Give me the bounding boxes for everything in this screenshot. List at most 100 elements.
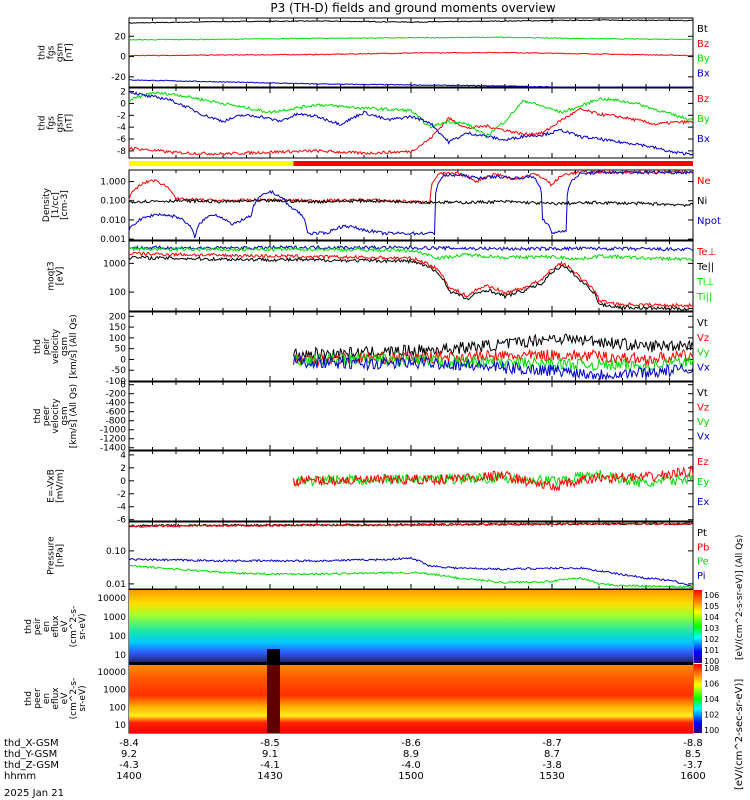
y-axis-label: gsm xyxy=(60,406,70,425)
y-tick-label: -1200 xyxy=(100,435,126,445)
legend-entry: Vx xyxy=(697,362,710,373)
panel-frame xyxy=(128,450,694,522)
legend-entry: Bz xyxy=(697,39,709,50)
mode-bar xyxy=(129,161,693,166)
panel-frame xyxy=(128,169,694,241)
y-tick-label: 100 xyxy=(109,703,126,713)
panel-fgs_bt: thd fgs gsm [nT] 20 0 -20 Bt Bz By Bx xyxy=(38,17,710,88)
panel-efield: E=-VxB [mV/m] 4 2 0 -2 -4 -6 Ez Ey Ex xyxy=(47,450,709,526)
plot-title: P3 (TH-D) fields and ground moments over… xyxy=(270,1,555,15)
x-axis-value: -8.6 xyxy=(401,738,421,749)
series-Ne xyxy=(128,169,693,205)
x-axis-value: 1500 xyxy=(398,771,423,782)
y-axis-label: en xyxy=(42,693,52,704)
legend-entry: Vt xyxy=(697,388,708,399)
y-tick-label: -800 xyxy=(106,417,127,427)
colorbar-label: [eV/(cm^2-sec-sr-eV)] xyxy=(734,679,745,790)
colorbar-tick: 103 xyxy=(704,624,719,633)
y-axis-label: gsm xyxy=(60,337,70,356)
legend-entry: Ez xyxy=(697,457,709,468)
y-tick-label: -8 xyxy=(117,147,126,157)
x-axis-row-label: hhmm xyxy=(4,771,36,782)
colorbar-tick: 100 xyxy=(704,657,719,666)
colorbar-tick: 105 xyxy=(704,602,719,611)
y-tick-label: -1400 xyxy=(100,444,126,454)
y-axis-label: E=-VxB xyxy=(47,469,57,503)
x-axis-row-label: thd_Y-GSM xyxy=(4,749,57,760)
colorbar-tick: 102 xyxy=(704,635,719,644)
x-axis-value: 1600 xyxy=(680,771,705,782)
y-tick-label: 2 xyxy=(120,88,126,98)
y-tick-label: 1000 xyxy=(103,613,126,623)
y-tick-label: 0 xyxy=(120,381,126,391)
y-tick-label: 0.001 xyxy=(100,235,126,245)
legend-entry: Ex xyxy=(697,497,709,508)
series-Vy xyxy=(293,352,694,373)
y-tick-label: -2 xyxy=(117,490,126,500)
x-axis-value: -4.3 xyxy=(119,760,139,771)
y-axis-label: (cm^2-s- xyxy=(69,678,79,720)
x-axis-value: -3.8 xyxy=(542,760,562,771)
y-tick-label: -20 xyxy=(111,73,126,83)
y-axis-label: moqt3 xyxy=(47,261,57,290)
y-axis-label: peir xyxy=(42,337,52,355)
y-tick-label: -6 xyxy=(117,135,126,145)
x-axis-row-label: thd_Z-GSM xyxy=(4,760,59,771)
legend-entry: Ti|| xyxy=(696,292,712,303)
series-By xyxy=(128,36,694,41)
y-tick-label: 4 xyxy=(120,451,126,461)
x-axis-value: 9.1 xyxy=(262,749,278,760)
y-axis-label: eflux xyxy=(51,687,61,710)
y-axis-label: velocity xyxy=(51,328,61,364)
y-axis-label: peir xyxy=(33,617,43,635)
legend-entry: Vz xyxy=(697,333,709,344)
legend-entry: Bz xyxy=(697,94,709,105)
series-Bz xyxy=(128,51,694,57)
legend-entry: By xyxy=(697,114,710,125)
y-axis-label: [nPa] xyxy=(56,544,66,567)
y-axis-label: thd xyxy=(24,619,34,634)
spectrograms xyxy=(129,590,693,733)
x-axis-value: 1530 xyxy=(539,771,564,782)
y-axis-label: thd xyxy=(38,45,48,60)
y-tick-label: -4 xyxy=(117,123,126,133)
y-axis-label: [nT] xyxy=(65,114,75,132)
y-tick-label: 2 xyxy=(120,464,126,474)
series-Ez xyxy=(293,465,694,492)
legend-entry: Npot xyxy=(697,216,721,227)
series-Ni xyxy=(128,198,694,207)
y-axis-label: (cm^2-s- xyxy=(69,606,79,648)
y-tick-label: -6 xyxy=(117,516,126,526)
y-tick-label: -400 xyxy=(106,399,127,409)
y-tick-label: -50 xyxy=(111,366,126,376)
y-axis-label: sr-eV) xyxy=(78,685,88,711)
y-axis-label: gsm xyxy=(56,113,66,132)
x-axis-value: -3.7 xyxy=(683,760,703,771)
x-axis-value: 1400 xyxy=(116,771,141,782)
colorbar-tick: 102 xyxy=(704,711,719,720)
y-tick-label: 0.010 xyxy=(100,216,126,226)
y-axis-label: [eV] xyxy=(56,267,66,286)
legend-entry: Pi xyxy=(697,571,706,582)
colorbar-tick: 108 xyxy=(704,664,719,673)
y-tick-label: 1000 xyxy=(103,259,126,269)
y-tick-label: 0 xyxy=(120,99,126,109)
y-tick-label: 0.01 xyxy=(106,580,126,590)
series-Vx xyxy=(293,355,694,382)
y-axis-label: eflux xyxy=(51,615,61,638)
y-axis-label: thd xyxy=(33,339,43,354)
panel-pressure: Pressure [nPa] 0.10 0.01 Pt Pb Pe Pi xyxy=(47,521,709,590)
y-axis-label: thd xyxy=(24,691,34,706)
legend-entry: Pe xyxy=(697,557,709,568)
x-axis-row-label: thd_X-GSM xyxy=(4,738,59,749)
legend-entry: Ti⊥ xyxy=(696,277,714,288)
series-Ti⊥ xyxy=(128,246,694,262)
y-axis-label: peer xyxy=(42,405,52,426)
y-axis-label: Density xyxy=(42,187,52,222)
y-axis-label: gsm xyxy=(56,43,66,62)
y-axis-label: [mV/m] xyxy=(56,469,66,503)
series-Bx xyxy=(128,90,694,156)
y-tick-label: 1.000 xyxy=(100,178,126,188)
